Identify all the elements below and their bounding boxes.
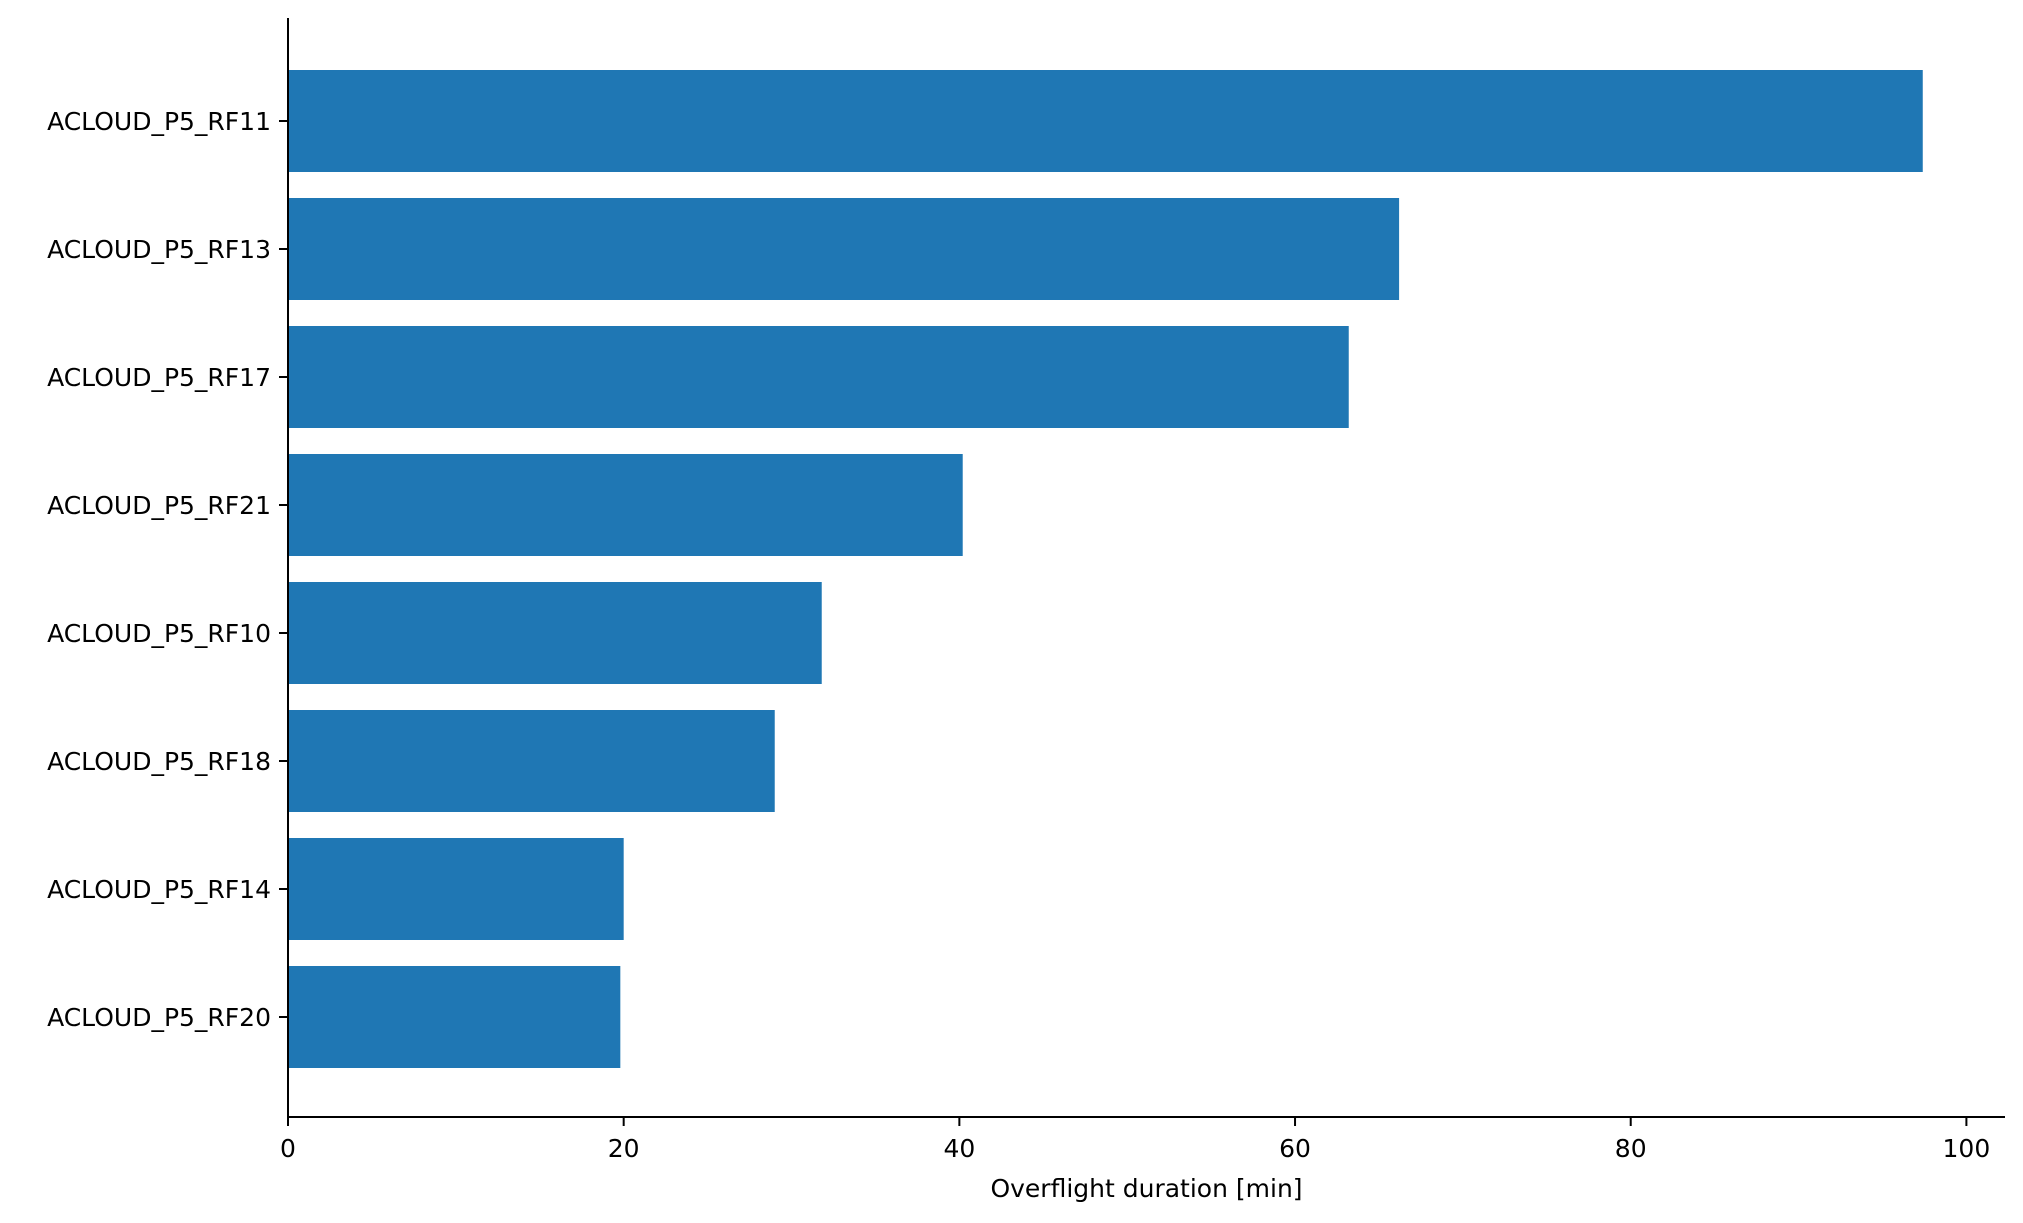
bar-acloud-p5-rf14: [288, 838, 624, 940]
bar-acloud-p5-rf18: [288, 710, 775, 812]
y-axis: ACLOUD_P5_RF11 ACLOUD_P5_RF13 ACLOUD_P5_RF…: [47, 18, 289, 1117]
x-tick-label: 40: [943, 1134, 975, 1163]
bar-acloud-p5-rf21: [288, 454, 963, 556]
bar-acloud-p5-rf11: [288, 70, 1923, 172]
bar-acloud-p5-rf20: [288, 966, 621, 1068]
y-tick-label: ACLOUD_P5_RF10: [47, 619, 271, 648]
y-tick-label: ACLOUD_P5_RF11: [47, 107, 271, 136]
x-tick-label: 60: [1279, 1134, 1311, 1163]
y-tick-label: ACLOUD_P5_RF13: [47, 235, 271, 264]
x-tick-label: 20: [608, 1134, 640, 1163]
x-tick-label: 0: [280, 1134, 296, 1163]
x-tick-label: 100: [1943, 1134, 1991, 1163]
y-tick-label: ACLOUD_P5_RF18: [47, 747, 271, 776]
y-tick-label: ACLOUD_P5_RF20: [47, 1003, 271, 1032]
y-tick-label: ACLOUD_P5_RF17: [47, 363, 271, 392]
x-axis: 0 20 40 60 80 100: [280, 1116, 2005, 1163]
bar-acloud-p5-rf17: [288, 326, 1349, 428]
y-tick-label: ACLOUD_P5_RF14: [47, 875, 271, 904]
y-tick-label: ACLOUD_P5_RF21: [47, 491, 271, 520]
y-ticks-group: ACLOUD_P5_RF11 ACLOUD_P5_RF13 ACLOUD_P5_RF…: [47, 107, 288, 1032]
bar-acloud-p5-rf10: [288, 582, 822, 684]
x-ticks-group: 0 20 40 60 80 100: [280, 1117, 1990, 1163]
x-axis-title: Overflight duration [min]: [990, 1174, 1302, 1203]
x-tick-label: 80: [1615, 1134, 1647, 1163]
bars-group: [288, 70, 1923, 1068]
bar-acloud-p5-rf13: [288, 198, 1400, 300]
